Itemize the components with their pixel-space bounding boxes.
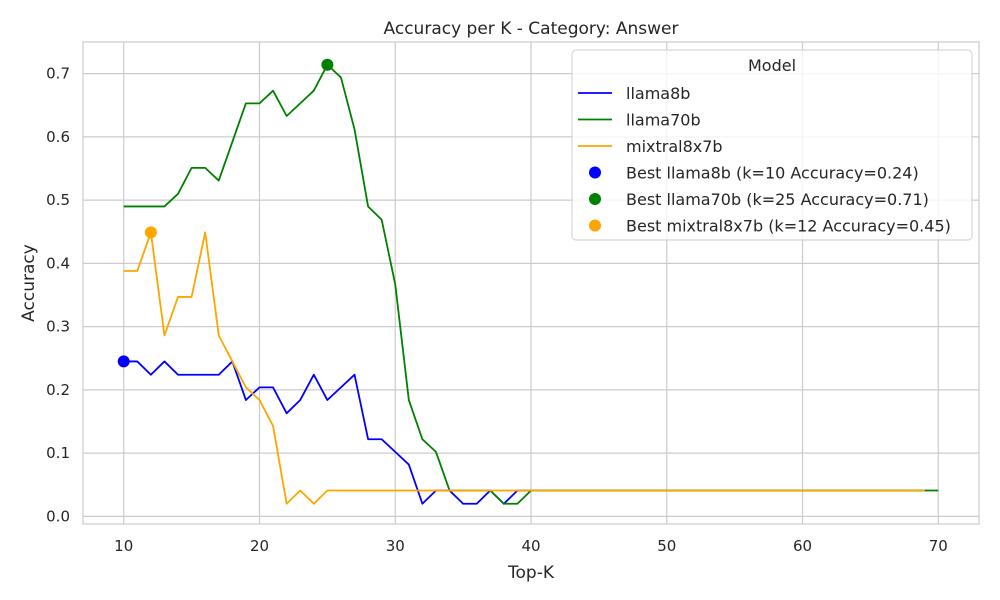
legend-label-best-llama70b: Best llama70b (k=25 Accuracy=0.71): [626, 190, 929, 209]
x-tick-label: 40: [521, 537, 540, 555]
y-tick-label: 0.4: [46, 254, 70, 272]
x-tick-label: 60: [793, 537, 812, 555]
legend-box: [571, 49, 973, 241]
legend-label-best-llama8b: Best llama8b (k=10 Accuracy=0.24): [626, 164, 919, 183]
y-tick-label: 0.1: [46, 444, 70, 462]
x-tick-label: 10: [114, 537, 133, 555]
best-point-llama8b: [117, 355, 130, 368]
legend-marker-best-mixtral8x7b: [589, 219, 601, 232]
legend-marker-best-llama8b: [589, 166, 601, 179]
x-tick-labels: 10 20 30 40 50 60 70: [114, 537, 948, 555]
legend: Model llama8b llama70b mixtral8x7b Best lla…: [571, 49, 973, 241]
x-tick-label: 50: [657, 537, 676, 555]
legend-label-llama70b: llama70b: [626, 111, 701, 130]
x-tick-label: 70: [929, 537, 948, 555]
legend-label-llama8b: llama8b: [626, 84, 690, 103]
y-tick-label: 0.3: [46, 318, 70, 336]
y-tick-label: 0.5: [46, 191, 70, 209]
x-tick-label: 30: [386, 537, 405, 555]
series-lines: [123, 63, 939, 505]
best-points: [117, 58, 334, 368]
y-tick-label: 0.0: [46, 507, 70, 525]
legend-items: llama8b llama70b mixtral8x7b Best llama8b (…: [578, 84, 951, 236]
series-line-mixtral8x7b: [123, 231, 925, 505]
best-point-mixtral8x7b: [144, 226, 157, 239]
legend-title: Model: [748, 56, 796, 75]
best-point-llama70b: [321, 58, 334, 71]
grid-lines: [83, 42, 979, 524]
y-axis-label: Accuracy: [19, 244, 39, 322]
legend-marker-best-llama70b: [589, 193, 601, 205]
y-tick-labels: 0.0 0.1 0.2 0.3 0.4 0.5 0.6 0.7: [46, 65, 70, 526]
y-tick-label: 0.6: [46, 128, 70, 146]
y-tick-label: 0.2: [46, 381, 70, 399]
chart-title: Accuracy per K - Category: Answer: [384, 19, 679, 39]
legend-label-mixtral8x7b: mixtral8x7b: [626, 137, 723, 156]
x-axis-label: Top-K: [507, 563, 555, 583]
x-tick-label: 20: [250, 537, 269, 555]
y-tick-label: 0.7: [46, 65, 70, 83]
legend-label-best-mixtral8x7b: Best mixtral8x7b (k=12 Accuracy=0.45): [626, 217, 951, 236]
